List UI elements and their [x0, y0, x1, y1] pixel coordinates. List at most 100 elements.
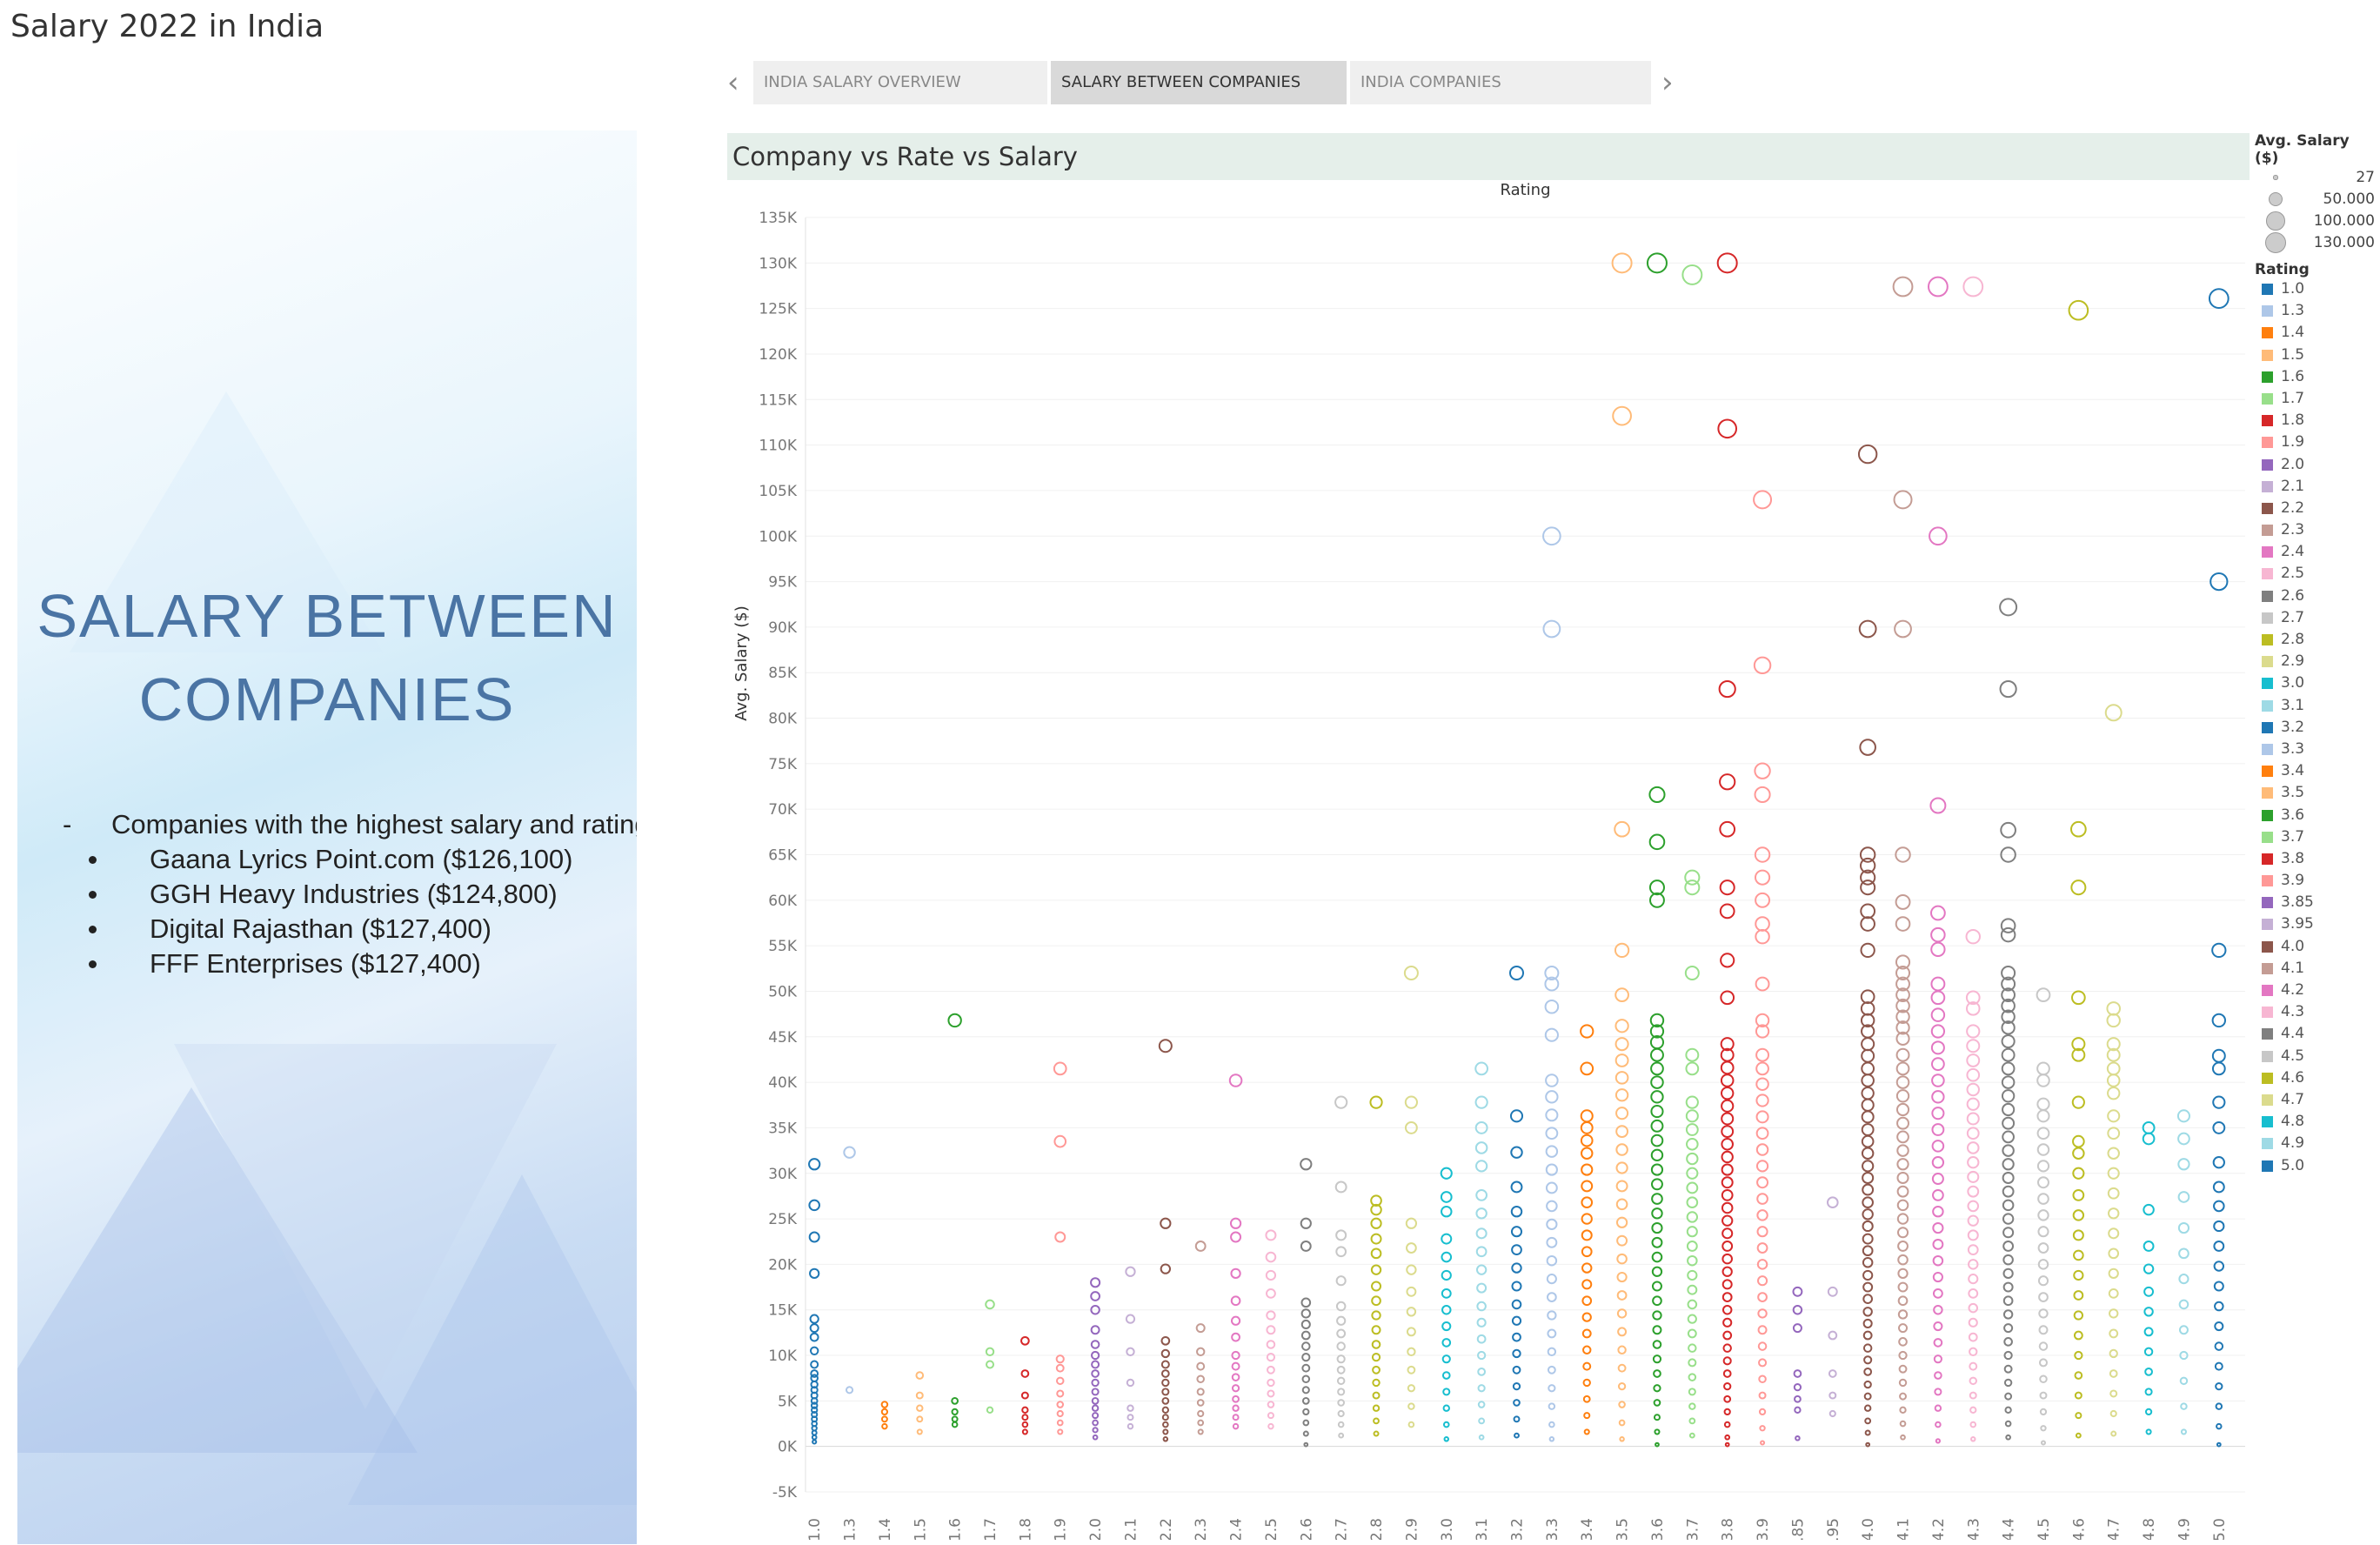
data-point	[2068, 299, 2089, 321]
tab-salary-between-companies[interactable]: SALARY BETWEEN COMPANIES	[1051, 61, 1347, 104]
color-legend-item[interactable]: 3.85	[2255, 892, 2377, 913]
color-legend-item[interactable]: 2.2	[2255, 498, 2377, 519]
color-legend-item[interactable]: 5.0	[2255, 1155, 2377, 1177]
data-point	[1160, 1360, 1170, 1369]
data-point	[1721, 1241, 1734, 1252]
data-point	[1267, 1389, 1275, 1398]
color-legend-item[interactable]: 2.0	[2255, 454, 2377, 476]
color-legend-item[interactable]: 2.3	[2255, 519, 2377, 541]
data-point	[1618, 1419, 1626, 1427]
data-point	[1090, 1304, 1100, 1315]
data-point	[1196, 1399, 1205, 1407]
data-point	[2144, 1388, 2153, 1396]
data-point	[1934, 1404, 1942, 1412]
data-point	[1686, 1211, 1699, 1223]
data-point	[2002, 1281, 2014, 1293]
panel-heading: SALARY BETWEEN COMPANIES	[17, 574, 637, 741]
data-point	[2073, 1330, 2083, 1341]
data-point	[2109, 1308, 2119, 1319]
color-legend-item[interactable]: 1.6	[2255, 366, 2377, 388]
color-legend-item[interactable]: 3.95	[2255, 913, 2377, 935]
next-arrow-icon[interactable]: ›	[1661, 65, 1674, 100]
color-legend-item[interactable]: 1.8	[2255, 410, 2377, 431]
data-point	[2108, 1288, 2119, 1299]
color-legend-item[interactable]: 2.1	[2255, 476, 2377, 498]
data-point	[1828, 1330, 1838, 1341]
data-point	[2179, 1350, 2189, 1361]
color-legend-item[interactable]: 2.8	[2255, 629, 2377, 651]
data-point	[1092, 1427, 1099, 1434]
color-swatch	[2262, 568, 2273, 580]
chart-header: Company vs Rate vs Salary	[727, 133, 2250, 180]
color-swatch	[2262, 831, 2273, 843]
data-point	[1053, 1061, 1067, 1076]
data-point	[845, 1386, 854, 1395]
data-point	[1126, 1347, 1135, 1357]
data-point	[1511, 1315, 1522, 1326]
color-legend-item[interactable]: 3.1	[2255, 695, 2377, 717]
data-point	[1792, 1323, 1802, 1334]
color-legend-item[interactable]: 2.6	[2255, 585, 2377, 607]
y-tick-label: 95K	[768, 574, 798, 592]
color-legend-label: 4.5	[2281, 1047, 2305, 1065]
data-point	[1930, 1007, 1946, 1022]
data-point	[1966, 1039, 1981, 1053]
chart-title: Company vs Rate vs Salary	[732, 142, 1078, 171]
data-point	[2106, 1061, 2121, 1076]
color-legend-item[interactable]: 2.9	[2255, 651, 2377, 672]
data-point	[2071, 990, 2086, 1006]
color-legend-item[interactable]: 4.5	[2255, 1046, 2377, 1067]
color-legend-item[interactable]: 1.0	[2255, 278, 2377, 300]
color-legend-item[interactable]: 4.3	[2255, 1001, 2377, 1023]
data-point	[1723, 1395, 1732, 1403]
data-point	[1546, 1254, 1558, 1267]
data-point	[1861, 1123, 1875, 1136]
data-point	[1510, 1226, 1523, 1238]
color-legend-item[interactable]: 1.9	[2255, 431, 2377, 453]
data-point	[1860, 857, 1876, 874]
data-point	[1091, 1360, 1100, 1369]
color-legend-item[interactable]: 3.8	[2255, 848, 2377, 870]
color-legend-item[interactable]: 3.7	[2255, 826, 2377, 848]
color-legend-item[interactable]: 4.9	[2255, 1133, 2377, 1154]
data-point	[1091, 1404, 1100, 1412]
color-legend-item[interactable]: 2.5	[2255, 563, 2377, 585]
tab-india-companies[interactable]: INDIA COMPANIES	[1350, 61, 1651, 104]
data-point	[1968, 1288, 1979, 1299]
prev-arrow-icon[interactable]: ‹	[727, 65, 739, 100]
tab-india-salary-overview[interactable]: INDIA SALARY OVERVIEW	[753, 61, 1047, 104]
color-legend-item[interactable]: 1.3	[2255, 300, 2377, 322]
color-legend-item[interactable]: 1.7	[2255, 388, 2377, 410]
color-legend-item[interactable]: 1.4	[2255, 322, 2377, 344]
color-legend-item[interactable]: 4.6	[2255, 1067, 2377, 1089]
data-point	[1686, 1181, 1699, 1194]
data-point	[1756, 1242, 1768, 1254]
data-point	[1757, 1292, 1768, 1302]
data-point	[1301, 1374, 1311, 1384]
color-legend-item[interactable]: 4.2	[2255, 980, 2377, 1001]
data-point	[1403, 966, 1419, 981]
color-legend-item[interactable]: 3.5	[2255, 782, 2377, 804]
data-point	[1548, 1402, 1556, 1410]
data-point	[1862, 1196, 1874, 1209]
color-legend-item[interactable]: 3.3	[2255, 739, 2377, 760]
color-legend-item[interactable]: 4.7	[2255, 1089, 2377, 1111]
color-legend-item[interactable]: 4.4	[2255, 1023, 2377, 1045]
color-legend-item[interactable]: 3.0	[2255, 672, 2377, 694]
color-legend-item[interactable]: 3.4	[2255, 760, 2377, 782]
color-legend-item[interactable]: 4.1	[2255, 958, 2377, 980]
color-legend-item[interactable]: 1.5	[2255, 344, 2377, 366]
color-legend-item[interactable]: 4.0	[2255, 936, 2377, 958]
size-legend-item: 27	[2255, 167, 2377, 189]
color-legend-item[interactable]: 2.7	[2255, 607, 2377, 629]
color-legend-item[interactable]: 3.6	[2255, 805, 2377, 826]
y-tick-label: 125K	[759, 301, 797, 318]
data-point	[1687, 1314, 1697, 1324]
data-point	[1372, 1365, 1381, 1374]
color-legend-item[interactable]: 3.9	[2255, 870, 2377, 892]
color-legend-item[interactable]: 3.2	[2255, 717, 2377, 739]
color-legend-item[interactable]: 4.8	[2255, 1111, 2377, 1133]
data-point	[809, 1267, 820, 1279]
data-point	[1407, 1384, 1416, 1393]
color-legend-item[interactable]: 2.4	[2255, 541, 2377, 563]
